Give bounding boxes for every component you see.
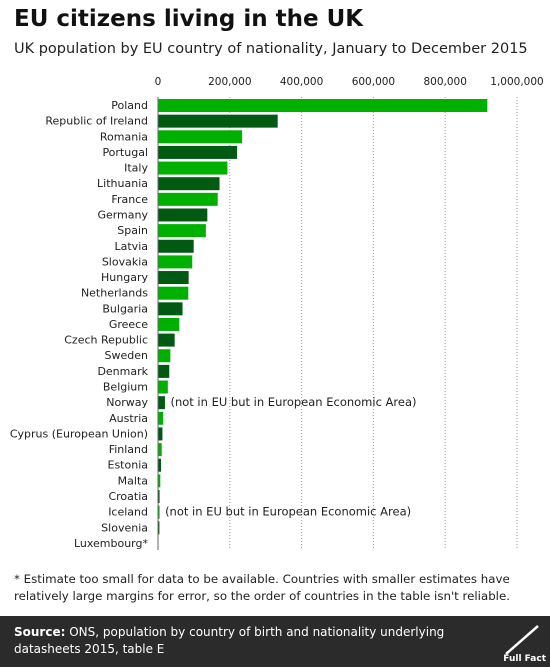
- bar: [158, 286, 189, 300]
- category-label: Iceland: [108, 506, 148, 519]
- category-label: Croatia: [108, 490, 148, 503]
- bar: [158, 208, 208, 222]
- bar: [158, 177, 220, 191]
- category-label: Portugal: [102, 146, 148, 159]
- category-label: Cyprus (European Union): [10, 427, 148, 440]
- bar: [158, 161, 228, 175]
- bar: [158, 411, 164, 425]
- category-label: Italy: [124, 162, 148, 175]
- x-tick-label: 0: [155, 76, 162, 88]
- bar: [158, 99, 488, 112]
- full-fact-logo-icon: [505, 625, 539, 655]
- bar: [158, 505, 160, 519]
- category-label: Spain: [117, 224, 148, 237]
- category-label: Republic of Ireland: [45, 115, 148, 128]
- x-tick-label: 1,000,000: [490, 76, 543, 88]
- category-label: Bulgaria: [102, 302, 148, 315]
- category-label: Finland: [109, 443, 148, 456]
- x-tick-label: 600,000: [352, 76, 395, 88]
- source-label: Source:: [14, 625, 66, 639]
- bar: [158, 474, 161, 488]
- category-label: Lithuania: [97, 177, 148, 190]
- bar: [158, 364, 170, 378]
- category-label: Poland: [111, 99, 148, 112]
- bar: [158, 317, 180, 331]
- bar: [158, 380, 168, 394]
- footer-bar: Source: ONS, population by country of bi…: [0, 616, 550, 667]
- category-label: Romania: [100, 130, 148, 143]
- category-label: Latvia: [115, 240, 149, 253]
- bar: [158, 396, 165, 410]
- category-label: Czech Republic: [64, 334, 148, 347]
- footnote: * Estimate too small for data to be avai…: [14, 572, 510, 603]
- bar: [158, 458, 162, 472]
- chart-title: EU citizens living in the UK: [14, 6, 364, 32]
- bar: [158, 490, 160, 503]
- category-label: Belgium: [103, 381, 148, 394]
- category-label: Norway: [106, 396, 148, 409]
- category-label: Slovakia: [102, 255, 148, 268]
- chart-subtitle: UK population by EU country of nationali…: [14, 41, 528, 57]
- x-tick-label: 800,000: [423, 76, 466, 88]
- source-description: ONS, population by country of birth and …: [14, 625, 445, 656]
- bar: [158, 239, 194, 253]
- category-label: Netherlands: [81, 287, 148, 300]
- category-label: Austria: [109, 412, 148, 425]
- bar: [158, 114, 278, 128]
- category-label: Germany: [97, 208, 148, 221]
- bar-annotation: (not in EU but in European Economic Area…: [165, 505, 411, 519]
- bar: [158, 333, 175, 347]
- bar: [158, 145, 238, 159]
- bar: [158, 255, 193, 269]
- bar: [158, 521, 160, 535]
- category-label: Slovenia: [101, 521, 148, 534]
- category-label: Greece: [109, 318, 148, 331]
- bar: [158, 130, 243, 144]
- bar: [158, 302, 183, 316]
- x-tick-label: 400,000: [280, 76, 323, 88]
- logo-text: Full Fact: [503, 654, 546, 664]
- bar: [158, 192, 218, 206]
- category-label: Sweden: [105, 349, 148, 362]
- bar: [158, 349, 171, 363]
- bar: [158, 224, 206, 238]
- bar: [158, 271, 189, 285]
- bar-chart: 0 200,000 400,000 600,000 800,000 1,000,000 Po…: [10, 76, 544, 550]
- source-text: Source: ONS, population by country of bi…: [14, 624, 484, 658]
- category-label: France: [111, 193, 148, 206]
- category-label: Estonia: [108, 459, 149, 472]
- category-label: Hungary: [101, 271, 148, 284]
- category-label: Luxembourg*: [74, 537, 149, 550]
- category-label: Denmark: [97, 365, 148, 378]
- bar-annotation: (not in EU but in European Economic Area…: [170, 395, 416, 409]
- category-label: Malta: [118, 474, 148, 487]
- x-tick-label: 200,000: [208, 76, 251, 88]
- bar: [158, 427, 163, 441]
- bar: [158, 443, 162, 457]
